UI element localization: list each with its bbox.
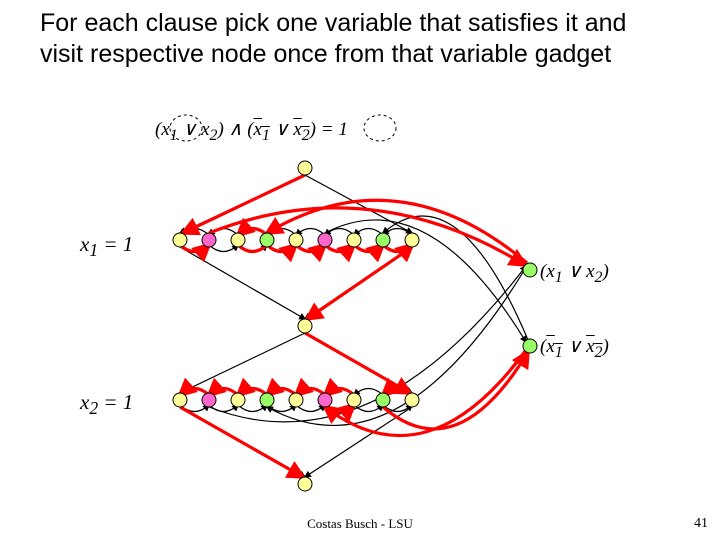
gadget-diagram xyxy=(0,0,720,540)
page-number: 41 xyxy=(694,516,708,532)
footer-author: Costas Busch - LSU xyxy=(0,516,720,532)
